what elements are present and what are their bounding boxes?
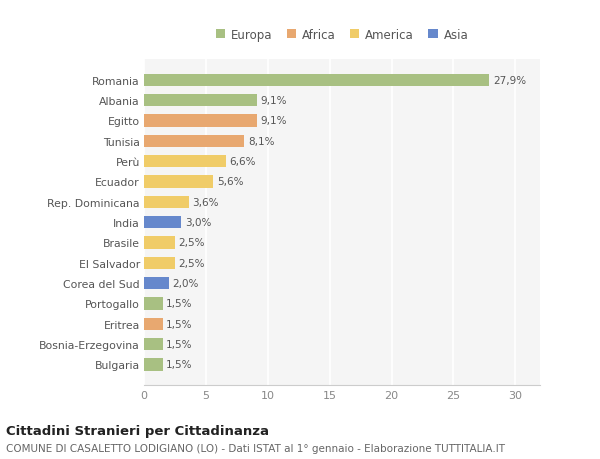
Text: 9,1%: 9,1% <box>260 116 287 126</box>
Text: 5,6%: 5,6% <box>217 177 244 187</box>
Text: 2,5%: 2,5% <box>179 238 205 248</box>
Bar <box>144 338 163 351</box>
Text: 3,0%: 3,0% <box>185 218 211 228</box>
Text: 1,5%: 1,5% <box>166 339 193 349</box>
Bar <box>144 217 181 229</box>
Text: 2,0%: 2,0% <box>172 279 199 288</box>
Text: COMUNE DI CASALETTO LODIGIANO (LO) - Dati ISTAT al 1° gennaio - Elaborazione TUT: COMUNE DI CASALETTO LODIGIANO (LO) - Dat… <box>6 443 505 453</box>
Text: 6,6%: 6,6% <box>229 157 256 167</box>
Bar <box>144 196 188 208</box>
Text: 27,9%: 27,9% <box>493 76 526 85</box>
Bar <box>144 257 175 269</box>
Bar <box>144 358 163 371</box>
Bar <box>144 115 257 127</box>
Text: 8,1%: 8,1% <box>248 136 274 146</box>
Text: 1,5%: 1,5% <box>166 299 193 309</box>
Text: 3,6%: 3,6% <box>192 197 219 207</box>
Bar <box>144 277 169 290</box>
Bar <box>144 156 226 168</box>
Text: 1,5%: 1,5% <box>166 360 193 369</box>
Text: 9,1%: 9,1% <box>260 96 287 106</box>
Bar <box>144 237 175 249</box>
Text: 1,5%: 1,5% <box>166 319 193 329</box>
Bar <box>144 74 489 87</box>
Bar <box>144 176 214 188</box>
Bar <box>144 135 244 147</box>
Bar <box>144 318 163 330</box>
Bar <box>144 95 257 107</box>
Text: 2,5%: 2,5% <box>179 258 205 268</box>
Bar <box>144 298 163 310</box>
Legend: Europa, Africa, America, Asia: Europa, Africa, America, Asia <box>214 27 470 44</box>
Text: Cittadini Stranieri per Cittadinanza: Cittadini Stranieri per Cittadinanza <box>6 424 269 437</box>
